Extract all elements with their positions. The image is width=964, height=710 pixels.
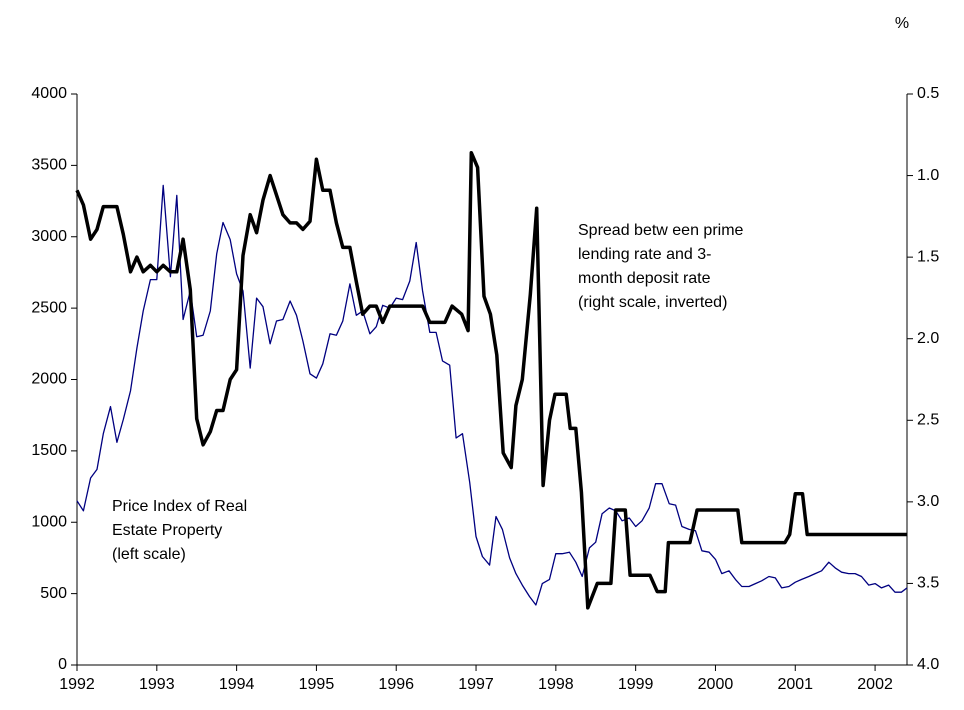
x-tick-label: 2002 (857, 676, 893, 693)
annotation: (right scale, inverted) (578, 294, 727, 311)
x-tick-label: 1997 (458, 676, 494, 693)
y2-tick-label: 2.5 (917, 412, 939, 429)
annotation: Estate Property (112, 522, 222, 539)
y2-tick-label: 3.0 (917, 493, 939, 510)
y2-tick-label: 1.0 (917, 167, 939, 184)
x-tick-label: 2000 (698, 676, 734, 693)
y-tick-label: 1500 (31, 442, 67, 459)
x-tick-label: 1994 (219, 676, 255, 693)
x-tick-label: 1998 (538, 676, 574, 693)
annotation: lending rate and 3- (578, 246, 711, 263)
annotation: Spread betw een prime (578, 222, 744, 239)
annotation: month deposit rate (578, 270, 711, 287)
y2-tick-label: 1.5 (917, 248, 939, 265)
y-tick-label: 4000 (31, 85, 67, 102)
y-tick-label: 0 (58, 656, 67, 673)
x-tick-label: 2001 (777, 676, 813, 693)
series-line (75, 150, 907, 610)
annotation: Price Index of Real (112, 498, 247, 515)
y-tick-label: 2500 (31, 299, 67, 316)
y2-tick-label: 2.0 (917, 330, 939, 347)
x-tick-label: 1992 (59, 676, 95, 693)
series-line (76, 184, 908, 606)
y-tick-label: 2000 (31, 371, 67, 388)
y-tick-label: 500 (40, 585, 67, 602)
annotation: (left scale) (112, 546, 186, 563)
y2-unit: % (895, 15, 909, 32)
x-tick-label: 1999 (618, 676, 654, 693)
y-tick-label: 3000 (31, 228, 67, 245)
y2-tick-label: 3.5 (917, 575, 939, 592)
y-tick-label: 3500 (31, 157, 67, 174)
x-tick-label: 1995 (299, 676, 335, 693)
x-tick-label: 1996 (378, 676, 414, 693)
x-tick-label: 1993 (139, 676, 175, 693)
y-tick-label: 1000 (31, 513, 67, 530)
y2-tick-label: 0.5 (917, 85, 939, 102)
y2-tick-label: 4.0 (917, 656, 939, 673)
